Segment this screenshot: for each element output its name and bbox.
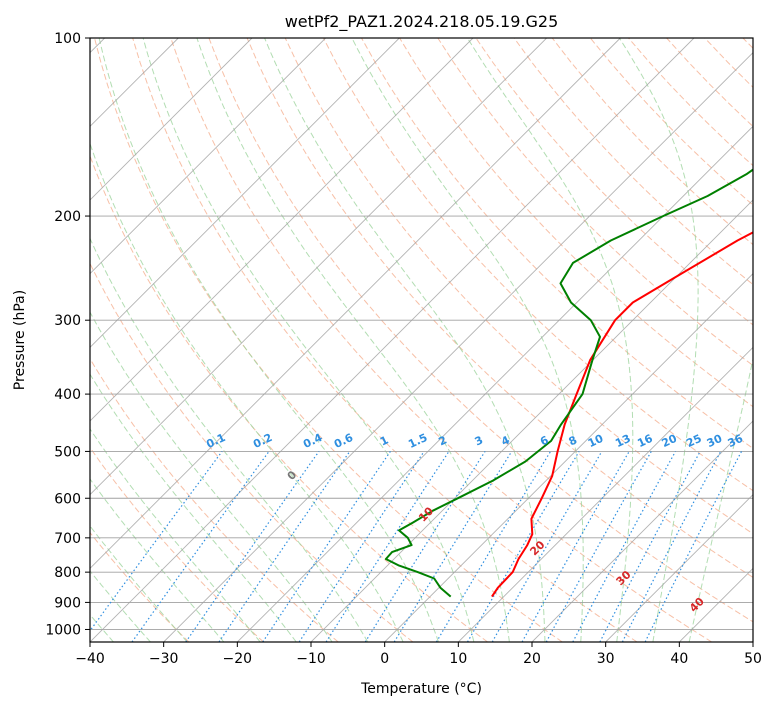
- moist-adiabat-line: [196, 38, 510, 642]
- y-tick-label: 400: [54, 387, 81, 403]
- dry-adiabat-line: [170, 38, 712, 642]
- dry-adiabat-line: [90, 357, 339, 642]
- moist-adiabat-line: [90, 525, 188, 642]
- dry-adiabat-line: [513, 38, 753, 286]
- mixing-ratio-label: 36: [726, 432, 746, 450]
- moist-adiabat-line: [98, 38, 439, 642]
- dry-adiabat-line: [246, 38, 753, 578]
- isotherm-line: [90, 38, 326, 275]
- x-axis-label: Temperature (°C): [360, 681, 482, 697]
- x-tick-label: 50: [744, 651, 762, 667]
- y-tick-label: 700: [54, 531, 81, 547]
- profile-lines: [384, 168, 753, 598]
- mixing-ratio-line: [298, 451, 425, 642]
- isotherm-line: [90, 38, 253, 201]
- moist-adiabat-line: [351, 38, 584, 642]
- y-tick-label: 1000: [45, 622, 81, 638]
- y-tick-label: 600: [54, 491, 81, 507]
- x-tick-label: −10: [296, 651, 326, 667]
- moist-adiabat-line: [688, 356, 753, 642]
- dry-adiabat-line: [90, 446, 264, 642]
- plot-frame: [89, 37, 754, 643]
- mixing-ratio-line: [393, 451, 513, 642]
- mixing-ratio-line: [621, 451, 722, 642]
- mixing-ratio-label: 25: [684, 432, 703, 450]
- x-tick-label: 0: [380, 651, 389, 667]
- mixing-ratio-line: [218, 451, 351, 642]
- dry-adiabat-line: [208, 38, 753, 623]
- isotherm-line: [90, 38, 621, 569]
- y-tick-label: 800: [54, 565, 81, 581]
- isotherm-line: [605, 494, 753, 642]
- chart-title: wetPf2_PAZ1.2024.218.05.19.G25: [285, 12, 559, 32]
- mixing-ratio-label: 13: [613, 432, 632, 450]
- dry-adiabat-line: [437, 38, 753, 367]
- axis-ticks: −40 −30 −20 −10 0 10 20 30 40 50 100 200 300 400 500 60…: [45, 31, 762, 667]
- isotherm-line: [531, 420, 753, 642]
- isotherm-line: [384, 273, 753, 642]
- x-tick-label: −20: [223, 651, 253, 667]
- dry-adiabat-line: [90, 531, 190, 642]
- mixing-ratio-line: [131, 451, 270, 642]
- isotherm-line: [90, 38, 400, 348]
- moist-adiabat-line: [90, 428, 261, 642]
- moist-adiabat-line: [90, 237, 369, 642]
- y-tick-label: 900: [54, 595, 81, 611]
- moist-adiabat-line: [618, 38, 699, 642]
- mixing-ratio-line: [572, 451, 677, 642]
- dry-adiabat-line: [284, 38, 753, 535]
- dry-adiabat-line: [399, 38, 753, 408]
- moist-adiabat-line: [90, 373, 297, 642]
- y-tick-label: 100: [54, 31, 81, 47]
- mixing-ratio-line: [325, 451, 450, 642]
- temperature-profile-line: [491, 231, 753, 598]
- moist-adiabat-line: [90, 478, 225, 642]
- dewpoint-profile-line: [384, 168, 753, 598]
- dry-adiabat-line: [361, 38, 753, 449]
- isotherm-line: [310, 199, 753, 642]
- dry-adiabat-line: [132, 38, 638, 642]
- mixing-ratio-line: [262, 451, 391, 642]
- moist-adiabat-line: [264, 38, 546, 642]
- dry-adiabat-line: [94, 38, 563, 642]
- isotherm-line: [90, 38, 695, 642]
- x-tick-label: −30: [149, 651, 179, 667]
- mixing-ratio-line: [521, 451, 630, 642]
- background-lines: [90, 38, 753, 642]
- mixing-ratio-line: [644, 451, 743, 642]
- mixing-ratio-label: 30: [705, 432, 725, 450]
- dry-adiabat-line: [90, 154, 488, 642]
- x-tick-label: 30: [597, 651, 615, 667]
- y-tick-label: 300: [54, 313, 81, 329]
- mixing-ratio-line: [545, 451, 652, 642]
- isotherm-line: [90, 38, 547, 496]
- moist-adiabat-line: [90, 142, 404, 642]
- y-tick-label: 500: [54, 444, 81, 460]
- y-tick-label: 200: [54, 209, 81, 225]
- mixing-ratio-line: [185, 451, 320, 642]
- mixing-ratio-line: [90, 451, 223, 632]
- moist-adiabat-line: [90, 570, 151, 642]
- x-tick-label: 40: [670, 651, 688, 667]
- mixing-ratio-label: 10: [586, 432, 606, 450]
- mixing-ratio-label: 20: [660, 432, 680, 450]
- x-tick-label: 10: [449, 651, 467, 667]
- isotherm-line: [163, 52, 753, 642]
- mixing-ratio-label: 16: [635, 432, 655, 450]
- moist-adiabat-line: [142, 38, 475, 642]
- y-axis-label: Pressure (hPa): [12, 290, 28, 390]
- isotherm-line: [458, 346, 753, 642]
- isotherm-line: [90, 38, 474, 422]
- isotherm-line: [237, 125, 753, 642]
- x-tick-label: −40: [75, 651, 105, 667]
- x-tick-label: 20: [523, 651, 541, 667]
